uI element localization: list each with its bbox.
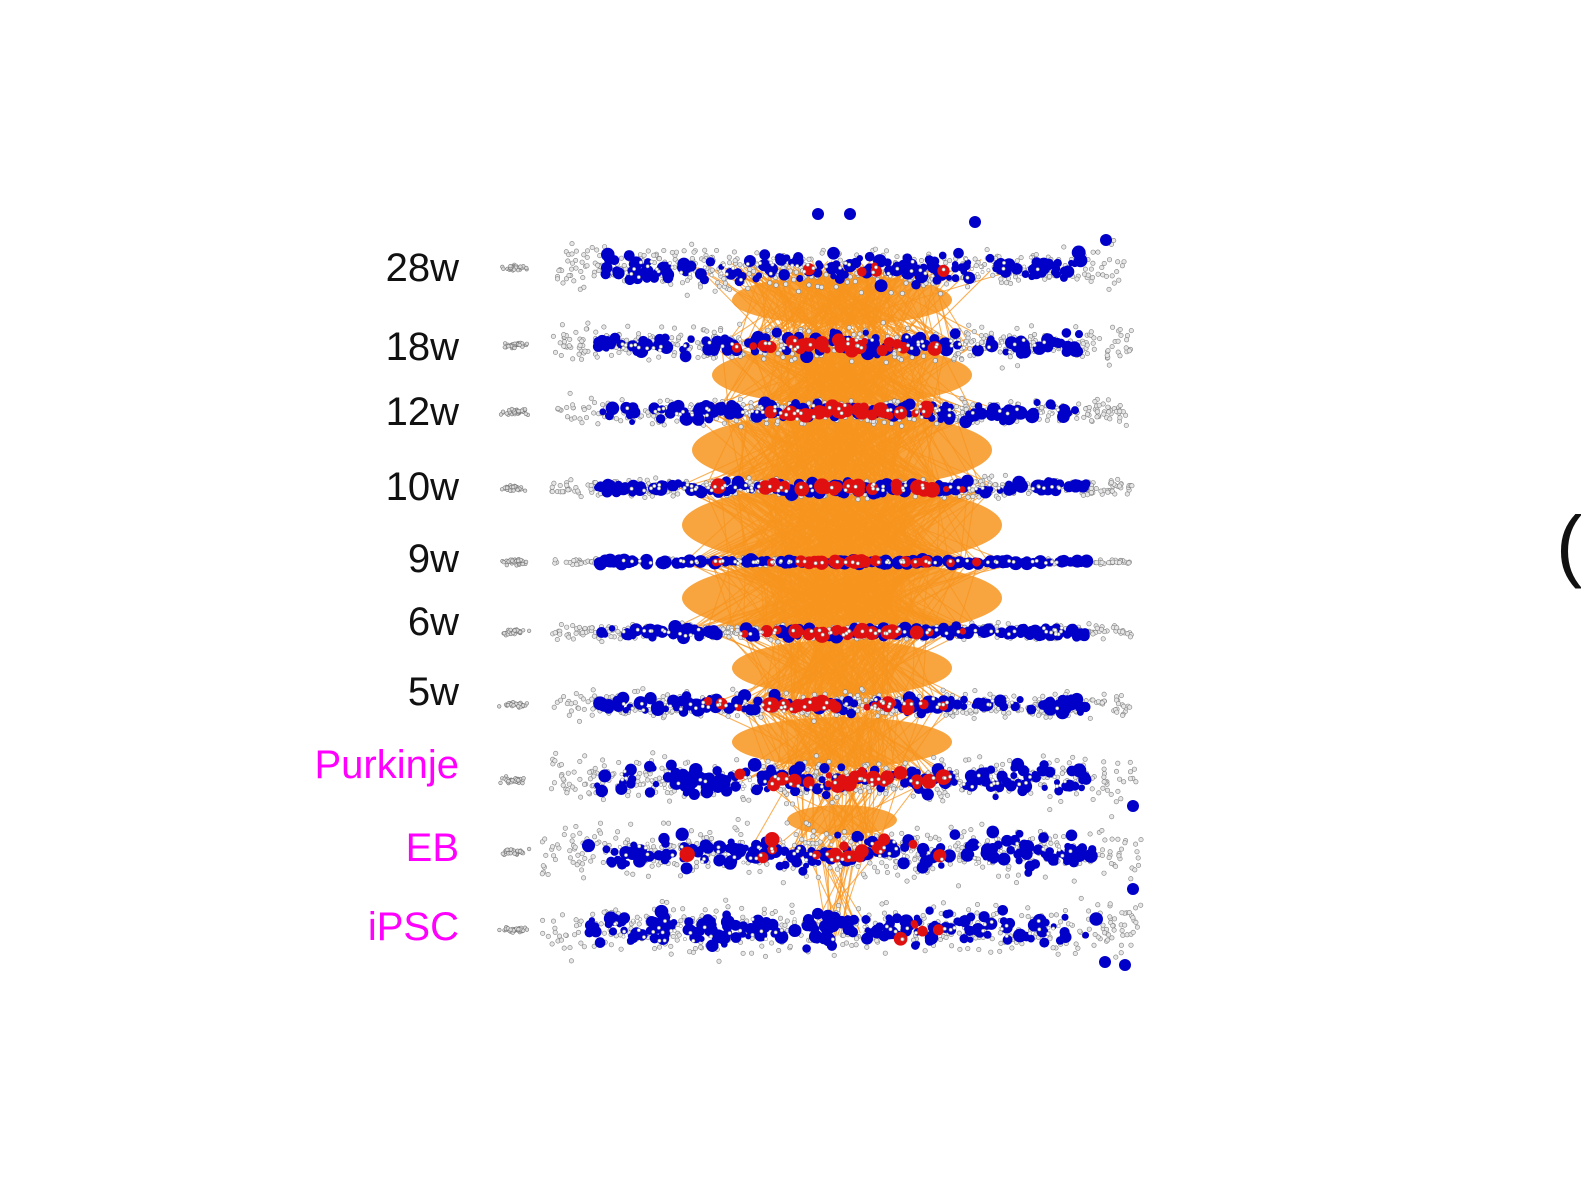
layer-label-eb: EB (405, 826, 459, 870)
layer-label-9w: 9w (407, 537, 459, 581)
layer-label-10w: 10w (385, 465, 459, 509)
layer-label-ipsc: iPSC (367, 905, 459, 949)
layer-label-12w: 12w (385, 390, 459, 434)
network-nodes (497, 208, 1144, 971)
layer-label-18w: 18w (385, 325, 459, 369)
layer-label-purkinje: Purkinje (314, 743, 459, 787)
layer-label-5w: 5w (407, 670, 459, 714)
layer-label-28w: 28w (385, 246, 459, 290)
inter-layer-edges (666, 258, 1020, 938)
layer-label-6w: 6w (407, 600, 459, 644)
cropped-panel-letter: ( (1556, 500, 1581, 589)
